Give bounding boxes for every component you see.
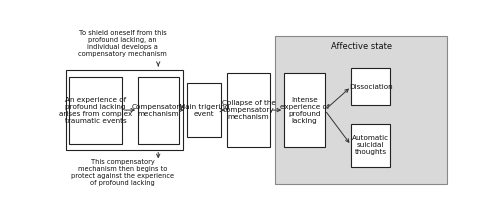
- Text: Affective state: Affective state: [330, 42, 392, 51]
- Text: Main trigering
event: Main trigering event: [178, 104, 229, 117]
- Text: Intense
experience of
profound
lacking: Intense experience of profound lacking: [280, 97, 329, 124]
- FancyBboxPatch shape: [351, 68, 390, 105]
- Text: To shield oneself from this
profound lacking, an
individual develops a
compensat: To shield oneself from this profound lac…: [78, 30, 167, 57]
- FancyBboxPatch shape: [186, 83, 222, 137]
- Text: Dissociation: Dissociation: [349, 83, 393, 90]
- FancyBboxPatch shape: [227, 73, 270, 147]
- Text: Automatic
suicidal
thoughts: Automatic suicidal thoughts: [352, 135, 389, 155]
- FancyBboxPatch shape: [275, 36, 448, 184]
- FancyBboxPatch shape: [138, 77, 179, 144]
- Text: Collapse of the
compensatory
mechanism: Collapse of the compensatory mechanism: [222, 100, 276, 120]
- Text: An experience of
profound lacking
arises from complex
traumatic events: An experience of profound lacking arises…: [59, 97, 132, 124]
- FancyBboxPatch shape: [70, 77, 122, 144]
- FancyBboxPatch shape: [284, 73, 325, 147]
- Text: Compensatory
mechanism: Compensatory mechanism: [132, 104, 184, 117]
- Text: This compensatory
mechanism then begins to
protect against the experience
of pro: This compensatory mechanism then begins …: [71, 159, 174, 186]
- FancyBboxPatch shape: [351, 124, 390, 167]
